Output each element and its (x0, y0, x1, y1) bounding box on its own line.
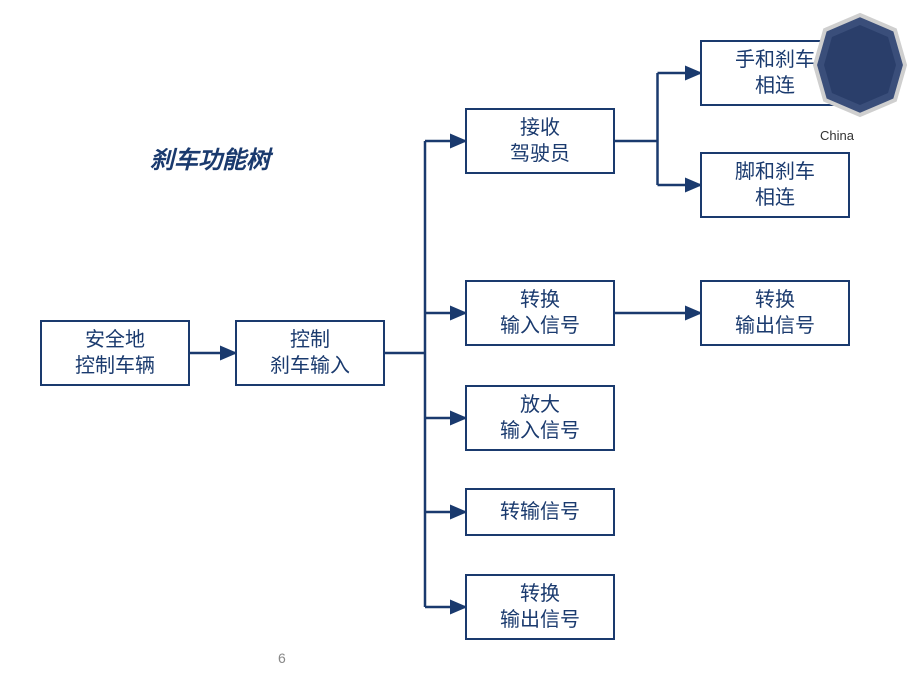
node-text: 放大 (520, 392, 560, 418)
diagram-title: 刹车功能树 (150, 140, 270, 175)
node-text: 接收 (520, 115, 560, 141)
node-text: 手和刹车 (735, 47, 815, 73)
node-text: 控制 (290, 327, 330, 353)
node-text: 相连 (755, 185, 795, 211)
node-text: 安全地 (85, 327, 145, 353)
node-text: 转换 (520, 287, 560, 313)
node-n6: 转输信号 (465, 488, 615, 536)
node-text: 驾驶员 (510, 141, 570, 167)
page-number: 6 (278, 650, 286, 666)
node-n7: 转换输出信号 (465, 574, 615, 640)
node-text: 输出信号 (500, 607, 580, 633)
node-n9: 脚和刹车相连 (700, 152, 850, 218)
node-n2: 控制刹车输入 (235, 320, 385, 386)
node-n5: 放大输入信号 (465, 385, 615, 451)
logo-label: China (820, 128, 854, 143)
node-text: 转换 (520, 581, 560, 607)
node-text: 输入信号 (500, 418, 580, 444)
node-text: 转换 (755, 287, 795, 313)
node-text: 转输信号 (500, 499, 580, 525)
node-text: 脚和刹车 (735, 159, 815, 185)
node-text: 输出信号 (735, 313, 815, 339)
node-text: 刹车输入 (270, 353, 350, 379)
node-text: 相连 (755, 73, 795, 99)
node-text: 控制车辆 (75, 353, 155, 379)
node-n10: 转换输出信号 (700, 280, 850, 346)
node-n4: 转换输入信号 (465, 280, 615, 346)
node-n1: 安全地控制车辆 (40, 320, 190, 386)
node-n3: 接收驾驶员 (465, 108, 615, 174)
logo-badge (810, 10, 910, 135)
node-text: 输入信号 (500, 313, 580, 339)
